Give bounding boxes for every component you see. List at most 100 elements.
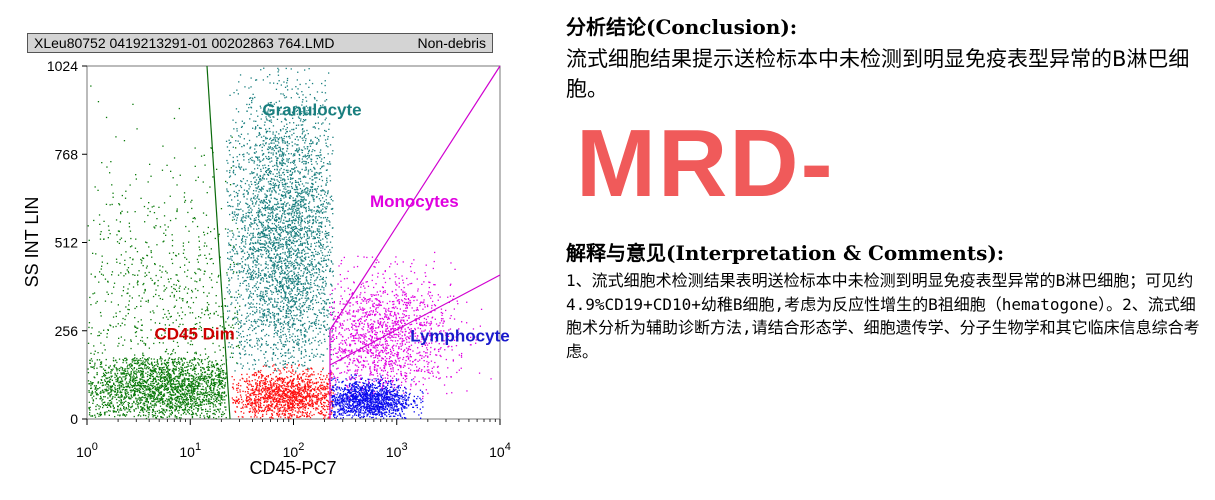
scatter-point xyxy=(271,104,273,106)
scatter-point xyxy=(269,147,271,149)
scatter-point xyxy=(140,398,142,400)
scatter-point xyxy=(186,275,188,278)
scatter-point xyxy=(94,276,96,278)
scatter-point xyxy=(128,405,130,407)
scatter-point xyxy=(261,188,263,190)
scatter-point xyxy=(218,233,220,235)
scatter-point xyxy=(198,316,200,318)
scatter-point xyxy=(132,389,134,391)
scatter-point xyxy=(159,356,162,358)
scatter-point xyxy=(308,193,310,195)
scatter-point xyxy=(320,275,322,278)
scatter-point xyxy=(214,393,217,395)
scatter-point xyxy=(278,260,280,262)
scatter-point xyxy=(94,388,96,390)
scatter-point xyxy=(273,343,275,345)
scatter-point xyxy=(118,342,120,345)
scatter-point xyxy=(202,400,204,402)
scatter-point xyxy=(298,292,300,294)
scatter-point xyxy=(150,381,152,383)
scatter-point xyxy=(200,361,202,363)
scatter-point xyxy=(305,83,307,85)
scatter-point xyxy=(153,406,155,408)
scatter-point xyxy=(312,141,314,143)
scatter-point xyxy=(293,249,295,251)
scatter-point xyxy=(195,179,197,182)
scatter-point xyxy=(180,357,182,359)
scatter-point xyxy=(143,205,146,208)
scatter-point xyxy=(197,289,199,292)
scatter-point xyxy=(137,281,139,283)
scatter-point xyxy=(233,261,235,264)
scatter-point xyxy=(154,385,156,388)
scatter-point xyxy=(211,273,213,275)
scatter-point xyxy=(314,266,316,268)
scatter-point xyxy=(234,323,236,325)
scatter-point xyxy=(286,158,288,160)
scatter-point xyxy=(231,212,233,214)
scatter-point xyxy=(321,223,323,225)
scatter-point xyxy=(172,348,175,351)
scatter-point xyxy=(133,372,135,374)
scatter-point xyxy=(296,234,299,236)
scatter-point xyxy=(261,256,263,258)
scatter-point xyxy=(307,162,309,164)
scatter-point xyxy=(257,239,259,241)
scatter-point xyxy=(132,381,135,383)
scatter-point xyxy=(189,384,191,387)
scatter-point xyxy=(147,207,149,210)
scatter-point xyxy=(192,390,195,392)
scatter-point xyxy=(159,405,162,407)
scatter-point xyxy=(168,357,171,359)
scatter-point xyxy=(257,115,259,117)
scatter-point xyxy=(139,358,142,360)
scatter-point xyxy=(199,385,201,387)
scatter-point xyxy=(325,108,327,110)
scatter-point xyxy=(253,120,255,122)
scatter-point xyxy=(95,385,97,387)
scatter-point xyxy=(178,377,180,379)
scatter-point xyxy=(116,391,118,394)
scatter-point xyxy=(224,399,226,401)
scatter-cluster xyxy=(225,67,334,372)
scatter-point xyxy=(327,138,329,140)
scatter-point xyxy=(272,212,274,214)
scatter-point xyxy=(303,206,306,209)
scatter-point xyxy=(124,339,126,341)
scatter-point xyxy=(245,280,247,282)
scatter-point xyxy=(285,96,288,98)
scatter-point xyxy=(293,356,295,358)
scatter-point xyxy=(101,384,103,387)
scatter-point xyxy=(329,196,331,198)
scatter-point xyxy=(331,297,333,300)
scatter-point xyxy=(140,409,142,411)
scatter-point xyxy=(266,318,268,321)
scatter-point xyxy=(120,399,122,401)
scatter-point xyxy=(279,243,281,245)
scatter-point xyxy=(295,205,297,207)
scatter-point xyxy=(102,391,104,393)
scatter-point xyxy=(194,280,196,282)
scatter-point xyxy=(318,271,321,273)
scatter-point xyxy=(158,342,161,344)
scatter-point xyxy=(256,277,258,279)
scatter-point xyxy=(264,314,266,317)
scatter-point xyxy=(165,316,168,318)
scatter-point xyxy=(249,278,251,280)
scatter-point xyxy=(281,284,283,286)
scatter-point xyxy=(239,353,242,355)
scatter-point xyxy=(203,415,205,417)
scatter-point xyxy=(277,342,279,344)
scatter-point xyxy=(197,409,199,411)
scatter-point xyxy=(287,279,289,281)
scatter-point xyxy=(178,107,180,110)
scatter-point xyxy=(250,273,252,275)
scatter-point xyxy=(253,220,255,222)
scatter-point xyxy=(121,322,123,324)
scatter-point xyxy=(193,327,195,329)
scatter-point xyxy=(240,258,243,260)
scatter-point xyxy=(149,311,152,313)
scatter-point xyxy=(90,383,92,385)
scatter-point xyxy=(270,290,272,292)
scatter-point xyxy=(275,224,277,227)
